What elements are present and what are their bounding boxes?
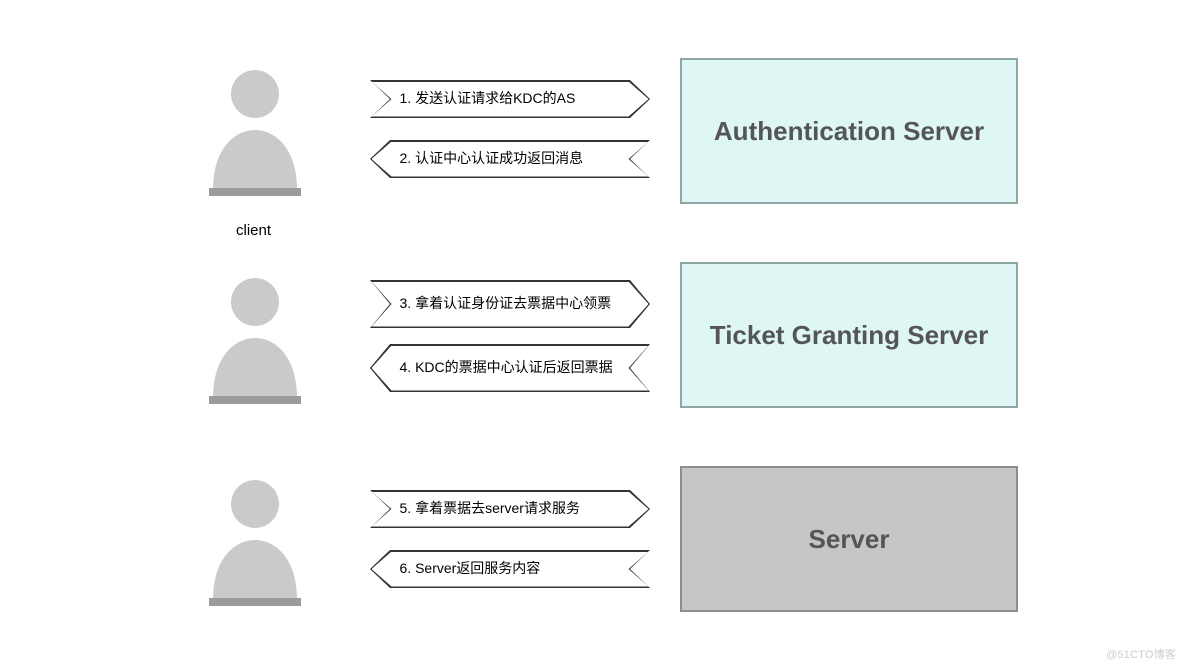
server-label: Server — [809, 523, 890, 556]
client-icon — [195, 268, 315, 408]
auth-server-box: Authentication Server — [680, 58, 1018, 204]
arrow-label: 2. 认证中心认证成功返回消息 — [372, 150, 612, 168]
arrow-step6: 6. Server返回服务内容 — [370, 550, 650, 588]
client-icon — [195, 60, 315, 200]
arrow-step3: 3. 拿着认证身份证去票据中心领票 — [370, 280, 650, 328]
arrow-label: 5. 拿着票据去server请求服务 — [372, 500, 608, 518]
arrow-step4: 4. KDC的票据中心认证后返回票据 — [370, 344, 650, 392]
tgs-box: Ticket Granting Server — [680, 262, 1018, 408]
server-box: Server — [680, 466, 1018, 612]
client-icon — [195, 470, 315, 610]
arrow-label: 4. KDC的票据中心认证后返回票据 — [372, 359, 641, 377]
watermark: @51CTO博客 — [1106, 646, 1176, 662]
client-label: client — [236, 222, 271, 239]
arrow-step5: 5. 拿着票据去server请求服务 — [370, 490, 650, 528]
arrow-label: 1. 发送认证请求给KDC的AS — [372, 90, 604, 108]
arrow-step1: 1. 发送认证请求给KDC的AS — [370, 80, 650, 118]
arrow-label: 3. 拿着认证身份证去票据中心领票 — [372, 295, 640, 313]
tgs-label: Ticket Granting Server — [710, 319, 988, 352]
arrow-label: 6. Server返回服务内容 — [372, 560, 569, 578]
auth-server-label: Authentication Server — [714, 115, 984, 148]
arrow-step2: 2. 认证中心认证成功返回消息 — [370, 140, 650, 178]
diagram-canvas: client Authentication Server Ticket Gran… — [0, 0, 1184, 666]
